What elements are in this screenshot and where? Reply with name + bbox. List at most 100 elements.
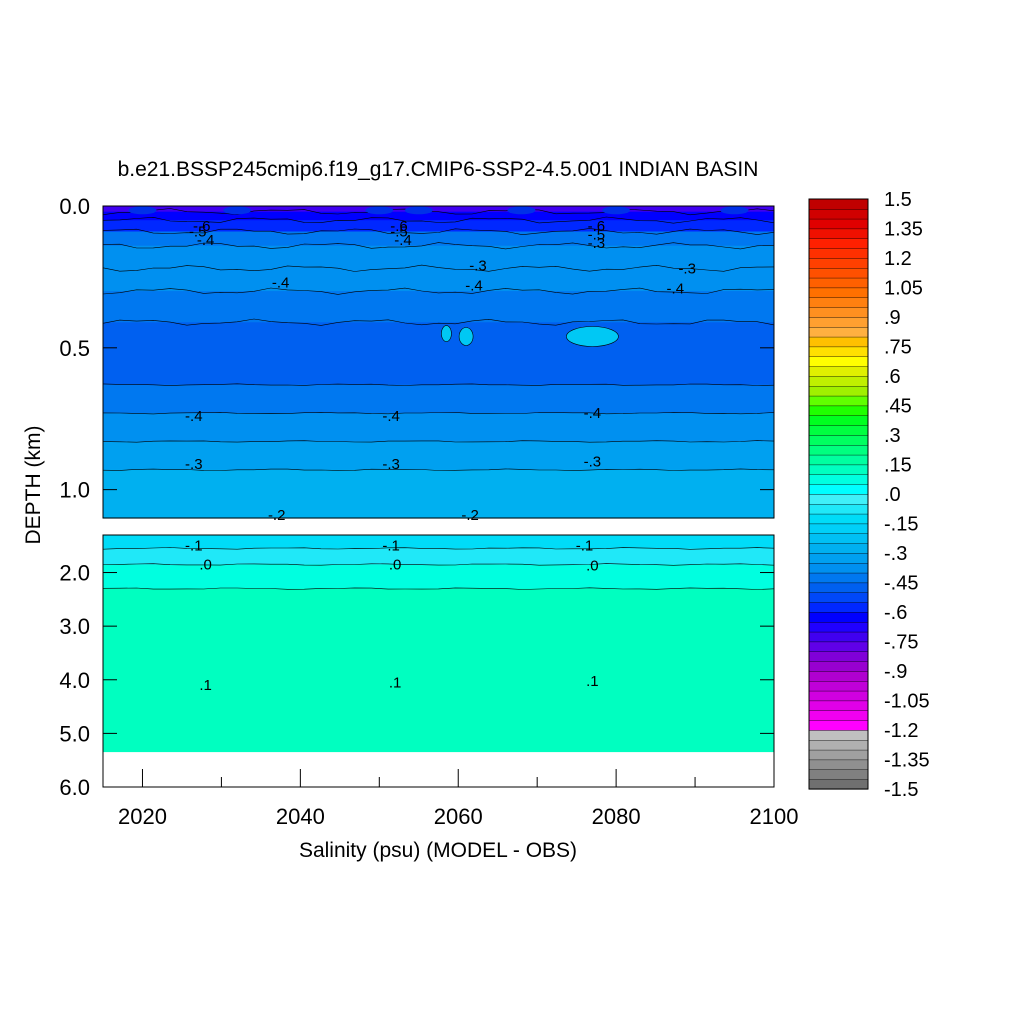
colorbar-swatch: [808, 483, 869, 495]
contour-label: -.3: [584, 453, 602, 470]
contour-label: .0: [586, 558, 599, 575]
contour-label: .1: [586, 673, 599, 690]
contour-label: -.4: [197, 232, 215, 249]
colorbar-swatch: [808, 690, 869, 702]
contour-label: .0: [389, 557, 402, 574]
panel-frame: [102, 534, 775, 788]
no-data-area: [103, 752, 774, 787]
contour-label: -.4: [272, 275, 290, 292]
contour-label: -.2: [461, 507, 479, 524]
colorbar-swatch: [808, 277, 869, 289]
colorbar-swatch: [808, 749, 869, 761]
x-axis: 2020 2040 2060 2080 2100: [118, 769, 798, 829]
colorbar-swatch: [808, 198, 869, 210]
contour-band: [223, 206, 252, 215]
contour-band: [103, 548, 774, 566]
contour-band: [103, 535, 774, 549]
colorbar-swatch: [808, 415, 869, 426]
contour-band: [103, 322, 774, 386]
colorbar-swatch: [808, 778, 869, 790]
y-tick-label: 2.0: [59, 561, 90, 586]
contour-band: [128, 206, 157, 215]
colorbar-swatch: [808, 651, 869, 662]
contour-band: [103, 384, 774, 414]
y-tick-label: 0.5: [59, 336, 90, 361]
contour-label: -.3: [678, 260, 696, 277]
colorbar-swatch: [808, 719, 869, 731]
colorbar-swatch: [808, 562, 869, 574]
contour-band: [103, 469, 774, 519]
contour-label: -.6: [588, 218, 606, 235]
y-tick-label: 3.0: [59, 614, 90, 639]
contour-line: [102, 228, 775, 236]
colorbar-swatch: [808, 700, 869, 711]
colorbar-swatch: [808, 287, 869, 298]
contour-line: [102, 208, 775, 216]
contour-label: -.5: [588, 226, 606, 243]
contour-label: -.4: [465, 277, 483, 294]
contour-band: [720, 206, 749, 215]
contour-line: [102, 563, 775, 566]
contour-band: [365, 206, 394, 215]
colorbar-swatch: [808, 493, 869, 505]
colorbar-swatch: [808, 503, 869, 515]
colorbar-swatch: [808, 601, 869, 613]
contour-band: [602, 206, 631, 215]
contour-line: [566, 326, 619, 347]
colorbar-swatch: [808, 631, 869, 643]
contour-label: .1: [389, 674, 402, 691]
y-tick-label: 4.0: [59, 668, 90, 693]
contour-label: -.2: [268, 507, 286, 524]
colorbar-label: -1.05: [884, 691, 930, 713]
colorbar-swatch: [808, 670, 869, 682]
colorbar-swatch: [808, 454, 869, 466]
colorbar-swatch: [808, 316, 869, 328]
contour-line: [102, 287, 775, 295]
colorbar-swatch: [808, 582, 869, 593]
contour-label: .1: [199, 677, 212, 694]
contour-band: [103, 206, 774, 213]
colorbar-swatch: [808, 375, 869, 387]
contour-line: [102, 383, 775, 386]
colorbar-swatch: [808, 336, 869, 348]
lower-depth-panel: 2.0 3.0 4.0 5.0 6.0 -.1 -.1 -.1 .0 .0 .0 .1 .1 .1: [59, 534, 775, 800]
contour-line: [102, 318, 775, 326]
colorbar-swatch: [808, 542, 869, 554]
colorbar-swatch: [808, 641, 869, 652]
contour-line: [458, 327, 474, 346]
colorbar-label: .45: [884, 396, 912, 418]
contour-label: -.4: [584, 405, 602, 422]
colorbar-swatch: [808, 621, 869, 633]
x-tick-label: 2060: [434, 804, 483, 829]
panel-frame: [102, 205, 775, 519]
contour-label: -.3: [382, 456, 400, 473]
contour-band: [103, 220, 774, 233]
contour-band: [103, 291, 774, 323]
colorbar-swatch: [808, 356, 869, 367]
x-tick-label: 2040: [276, 804, 325, 829]
y-tick-label: 6.0: [59, 775, 90, 800]
contour-label: -.4: [394, 232, 412, 249]
contour-label: -.1: [576, 538, 594, 555]
contour-band: [404, 206, 433, 215]
contour-band: [103, 268, 774, 292]
contour-band: [103, 588, 774, 753]
contour-line: [102, 242, 775, 250]
y-tick-label: 1.0: [59, 478, 90, 503]
colorbar-swatch: [808, 572, 869, 584]
contour-label: -.3: [185, 456, 203, 473]
colorbar-label: .15: [884, 455, 912, 477]
x-tick-label: 2080: [592, 804, 641, 829]
colorbar-frame: [808, 198, 869, 790]
contour-band: [103, 564, 774, 590]
contour-label: -.4: [382, 408, 400, 425]
colorbar-swatch: [808, 464, 869, 475]
colorbar-swatch: [808, 238, 869, 249]
colorbar-label: -1.5: [884, 779, 918, 801]
contour-line: [102, 468, 775, 471]
colorbar-swatch: [808, 297, 869, 308]
colorbar-swatch: [808, 444, 869, 456]
x-tick-label: 2100: [750, 804, 799, 829]
colorbar-label: .3: [884, 425, 901, 447]
